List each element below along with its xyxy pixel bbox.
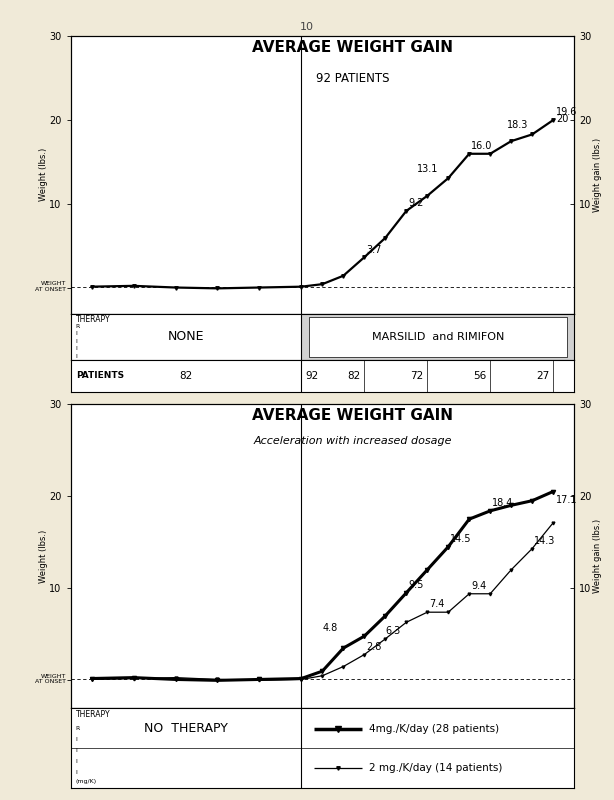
Text: 3.7: 3.7 <box>367 245 382 254</box>
Text: PATIENTS: PATIENTS <box>76 371 124 381</box>
Y-axis label: Weight gain (lbs.): Weight gain (lbs.) <box>593 519 602 593</box>
Bar <box>301 314 574 360</box>
Text: WEEK AFTER THERAPY: WEEK AFTER THERAPY <box>395 713 481 722</box>
Text: 92 PATIENTS: 92 PATIENTS <box>316 72 389 85</box>
Y-axis label: Weight (lbs.): Weight (lbs.) <box>39 530 48 582</box>
Text: AVERAGE WEIGHT GAIN: AVERAGE WEIGHT GAIN <box>252 40 453 55</box>
Text: WEEK AFTER THERAPY: WEEK AFTER THERAPY <box>395 318 481 327</box>
Text: WEEKS BEFORE THERAPY: WEEKS BEFORE THERAPY <box>138 713 234 722</box>
Text: 72: 72 <box>410 371 424 381</box>
Text: 9.2: 9.2 <box>408 198 424 209</box>
Text: ONSET
OF
TREAPT: ONSET OF TREAPT <box>289 324 313 340</box>
Text: I: I <box>76 770 77 775</box>
Text: ONSET
OF
TREAPT: ONSET OF TREAPT <box>289 719 313 736</box>
Text: I: I <box>76 338 77 344</box>
Text: WEEKS BEFORE THERAPY: WEEKS BEFORE THERAPY <box>138 318 234 327</box>
Text: NONE: NONE <box>168 330 204 343</box>
Text: I: I <box>76 331 77 336</box>
Text: I: I <box>76 737 77 742</box>
Text: 56: 56 <box>473 371 486 381</box>
Text: 9.5: 9.5 <box>408 580 424 590</box>
Text: 82: 82 <box>347 371 360 381</box>
Text: 4mg./K/day (28 patients): 4mg./K/day (28 patients) <box>370 724 499 734</box>
Text: WEIGHT
AT ONSET: WEIGHT AT ONSET <box>36 282 66 292</box>
Y-axis label: Weight gain (lbs.): Weight gain (lbs.) <box>593 138 602 212</box>
Text: I: I <box>76 759 77 764</box>
Y-axis label: Weight (lbs.): Weight (lbs.) <box>39 148 48 202</box>
Text: THERAPY: THERAPY <box>76 315 111 324</box>
Text: 18.4: 18.4 <box>492 498 514 508</box>
Text: MARSILID  and RIMIFON: MARSILID and RIMIFON <box>371 332 504 342</box>
Text: 18.3: 18.3 <box>507 120 528 130</box>
Text: 9.4: 9.4 <box>472 581 486 591</box>
Text: 14.5: 14.5 <box>450 534 472 544</box>
Text: 2.8: 2.8 <box>367 642 382 652</box>
Text: 10: 10 <box>300 22 314 32</box>
Text: 19.6: 19.6 <box>556 106 578 117</box>
Bar <box>309 317 567 357</box>
Text: 2 mg./K/day (14 patients): 2 mg./K/day (14 patients) <box>370 763 503 773</box>
Text: 20: 20 <box>556 114 569 124</box>
Text: R: R <box>76 726 80 730</box>
Text: I: I <box>76 354 77 358</box>
Text: 17.1: 17.1 <box>556 495 578 506</box>
Text: 6.3: 6.3 <box>386 626 400 636</box>
Text: Acceleration with increased dosage: Acceleration with increased dosage <box>254 436 452 446</box>
Text: I: I <box>76 748 77 753</box>
Text: (mg/K): (mg/K) <box>76 779 97 784</box>
Text: THERAPY: THERAPY <box>76 710 111 719</box>
Text: 14.3: 14.3 <box>534 536 556 546</box>
Text: I: I <box>76 346 77 351</box>
Text: 16.0: 16.0 <box>472 142 492 151</box>
Text: 7.4: 7.4 <box>429 599 445 610</box>
Text: WEIGHT
AT ONSET: WEIGHT AT ONSET <box>36 674 66 684</box>
Text: 82: 82 <box>179 371 193 381</box>
Text: 92: 92 <box>305 371 319 381</box>
Text: 4.8: 4.8 <box>322 623 338 634</box>
Text: NO  THERAPY: NO THERAPY <box>144 722 228 735</box>
Text: 13.1: 13.1 <box>417 164 438 174</box>
Text: R: R <box>76 324 80 329</box>
Text: 27: 27 <box>536 371 550 381</box>
Text: AVERAGE WEIGHT GAIN: AVERAGE WEIGHT GAIN <box>252 408 453 423</box>
